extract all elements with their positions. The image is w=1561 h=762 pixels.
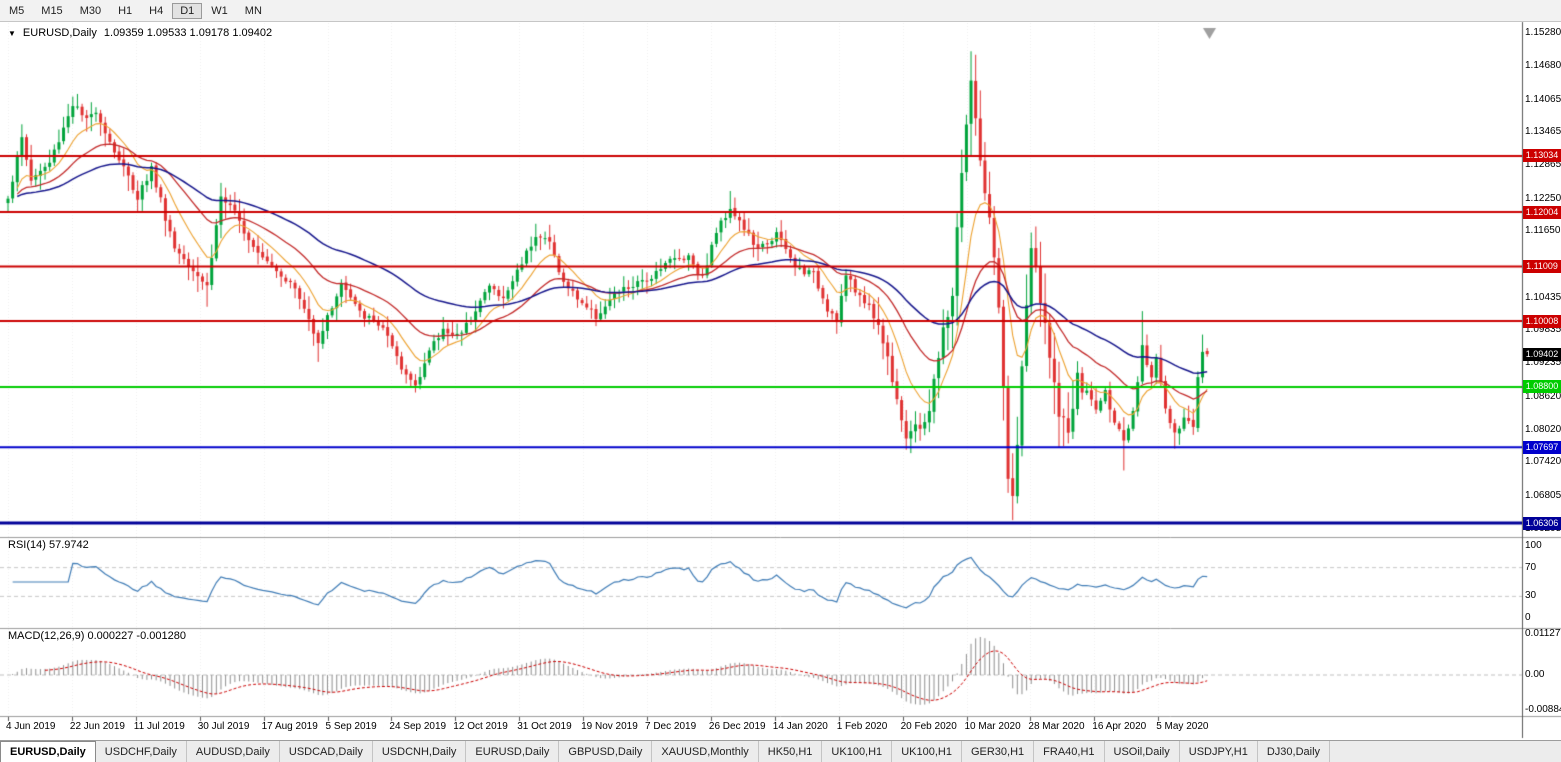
chart-tab-4[interactable]: USDCNH,Daily — [373, 741, 467, 762]
time-axis-label: 26 Dec 2019 — [708, 721, 766, 732]
time-axis-label: 7 Dec 2019 — [645, 721, 697, 732]
time-axis-label: 4 Jun 2019 — [6, 721, 56, 732]
timeframe-button-h4[interactable]: H4 — [149, 4, 164, 17]
timeframe-button-mn[interactable]: MN — [244, 4, 262, 17]
price-axis-label: 1.09835 — [1525, 324, 1561, 336]
chart-tab-2[interactable]: AUDUSD,Daily — [187, 741, 280, 762]
price-axis-label: 1.14680 — [1525, 60, 1561, 72]
price-axis-label: 1.14065 — [1525, 93, 1561, 105]
time-axis-label: 17 Aug 2019 — [261, 721, 318, 732]
price-axis-label: 1.12250 — [1525, 192, 1561, 204]
macd-indicator-label: MACD(12,26,9) 0.000227 -0.001280 — [8, 630, 186, 642]
level-price-tag[interactable]: 1.10008 — [1523, 314, 1561, 328]
time-axis-label: 24 Sep 2019 — [389, 721, 447, 732]
time-axis-label: 11 Jul 2019 — [133, 721, 185, 732]
time-axis-label: 20 Feb 2020 — [900, 721, 957, 732]
macd-axis-label: -0.00884 — [1525, 703, 1561, 715]
chart-symbol-period: EURUSD,Daily — [22, 27, 97, 39]
time-axis-label: 16 Apr 2020 — [1092, 721, 1147, 732]
time-axis-label: 12 Oct 2019 — [453, 721, 508, 732]
chart-tab-11[interactable]: GER30,H1 — [962, 741, 1035, 762]
timeframe-button-m15[interactable]: M15 — [41, 4, 63, 17]
chart-tab-9[interactable]: UK100,H1 — [822, 741, 893, 762]
price-axis-label: 1.08020 — [1525, 423, 1561, 435]
time-axis-label: 19 Nov 2019 — [581, 721, 638, 732]
rsi-axis-label: 0 — [1525, 612, 1531, 623]
chart-tab-6[interactable]: GBPUSD,Daily — [559, 741, 653, 762]
time-axis-label: 10 Mar 2020 — [964, 721, 1021, 732]
chart-tab-5[interactable]: EURUSD,Daily — [466, 741, 560, 762]
level-price-tag[interactable]: 1.13034 — [1523, 149, 1561, 163]
timeframe-button-w1[interactable]: W1 — [211, 4, 228, 17]
chart-tab-bar: EURUSD,Daily USDCHF,Daily AUDUSD,Daily USDC… — [0, 740, 1561, 762]
price-axis-label: 1.13465 — [1525, 126, 1561, 138]
price-axis-label: 1.06805 — [1525, 489, 1561, 501]
time-axis-label: 30 Jul 2019 — [197, 721, 250, 732]
chart-tab-15[interactable]: DJ30,Daily — [1258, 741, 1331, 762]
rsi-axis-label: 30 — [1525, 590, 1537, 602]
timeframe-toolbar: M5 M15 M30 H1 H4 D1 W1 MN — [0, 0, 1561, 22]
chevron-down-icon[interactable]: ▼ — [8, 28, 16, 38]
chart-tab-14[interactable]: USDJPY,H1 — [1180, 741, 1258, 762]
rsi-indicator-label: RSI(14) 57.9742 — [8, 539, 89, 551]
level-price-tag[interactable]: 1.11009 — [1523, 259, 1561, 273]
timeframe-button-m5[interactable]: M5 — [9, 4, 25, 17]
chart-tab-13[interactable]: USOil,Daily — [1105, 741, 1180, 762]
price-axis-label: 1.07420 — [1525, 456, 1561, 468]
rsi-axis-label: 70 — [1525, 561, 1537, 573]
time-axis-label: 14 Jan 2020 — [772, 721, 828, 732]
level-price-tag[interactable]: 1.08800 — [1523, 380, 1561, 394]
chart-tab-0[interactable]: EURUSD,Daily — [0, 741, 96, 762]
chart-tab-3[interactable]: USDCAD,Daily — [280, 741, 373, 762]
chart-header: ▼ EURUSD,Daily 1.09359 1.09533 1.09178 1… — [8, 27, 272, 39]
timeframe-button-d1[interactable]: D1 — [172, 2, 203, 19]
time-axis-label: 5 May 2020 — [1156, 721, 1209, 732]
time-axis-label: 1 Feb 2020 — [836, 721, 888, 732]
level-price-tag[interactable]: 1.06306 — [1523, 516, 1561, 530]
price-axis-label: 1.09235 — [1525, 357, 1561, 369]
chart-tab-12[interactable]: FRA40,H1 — [1034, 741, 1105, 762]
chart-tab-1[interactable]: USDCHF,Daily — [96, 741, 187, 762]
chart-tab-8[interactable]: HK50,H1 — [759, 741, 823, 762]
chart-tab-7[interactable]: XAUUSD,Monthly — [652, 741, 759, 762]
time-axis-label: 31 Oct 2019 — [517, 721, 572, 732]
price-axis-label: 1.08620 — [1525, 390, 1561, 402]
macd-axis-label: 0.011277 — [1525, 628, 1561, 639]
rsi-axis-label: 100 — [1525, 540, 1542, 551]
timeframe-button-m30[interactable]: M30 — [79, 4, 102, 17]
price-axis-label: 1.11650 — [1525, 225, 1561, 237]
chart-tab-10[interactable]: UK100,H1 — [892, 741, 962, 762]
current-price-tag: 1.09402 — [1523, 347, 1561, 361]
time-axis-label: 22 Jun 2019 — [69, 721, 125, 732]
chart-ohlc-values: 1.09359 1.09533 1.09178 1.09402 — [103, 27, 273, 39]
time-axis-label: 5 Sep 2019 — [325, 721, 377, 732]
timeframe-button-h1[interactable]: H1 — [118, 4, 133, 17]
level-price-tag[interactable]: 1.12004 — [1523, 205, 1561, 219]
level-price-tag[interactable]: 1.07697 — [1523, 440, 1561, 454]
price-axis-label: 1.15280 — [1525, 27, 1561, 39]
time-axis-label: 28 Mar 2020 — [1028, 721, 1085, 732]
price-axis-label: 1.10435 — [1525, 291, 1561, 303]
price-axis-label: 1.12865 — [1525, 159, 1561, 171]
macd-axis-label: 0.00 — [1525, 669, 1545, 680]
